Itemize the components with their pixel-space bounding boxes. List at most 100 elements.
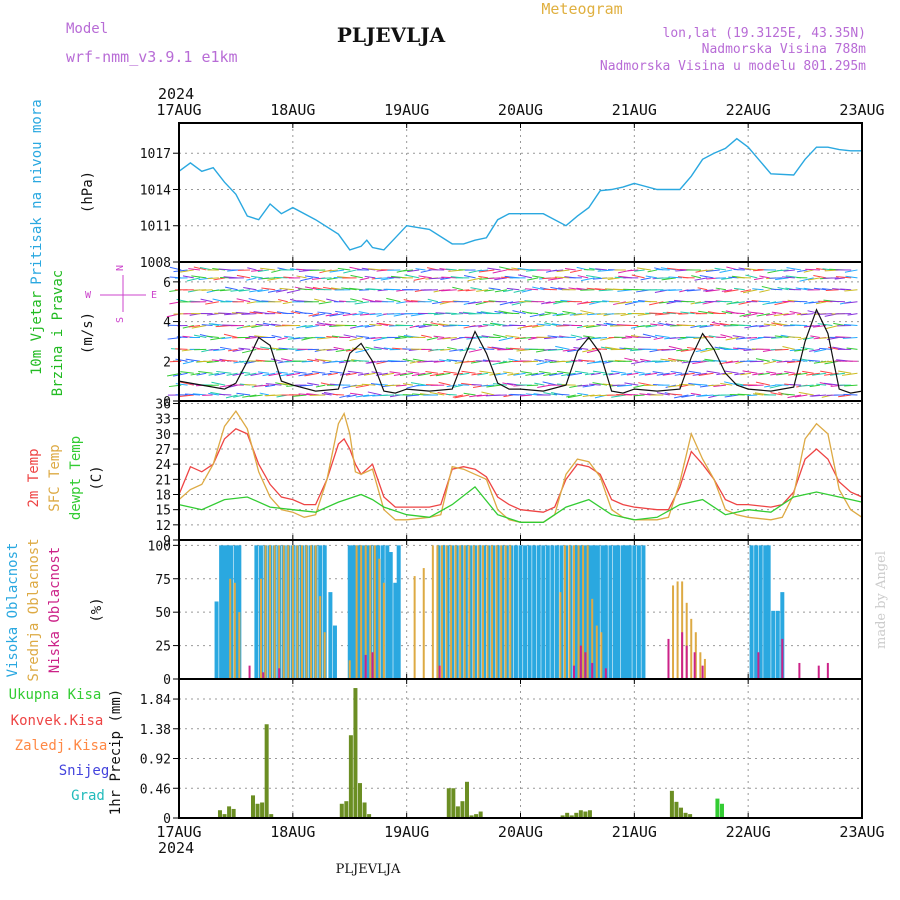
mid-cloud-bar	[229, 578, 232, 679]
high-cloud-bar	[332, 625, 337, 679]
wind-arrow	[562, 348, 576, 352]
wind-arrow	[747, 336, 758, 339]
wind-arrow	[695, 348, 708, 353]
wind-arrow	[667, 384, 683, 388]
wind-arrow	[184, 393, 201, 396]
wind-arrow	[769, 384, 783, 389]
wind-arrow	[491, 346, 507, 350]
high-cloud-bar	[380, 545, 385, 679]
wind-arrow	[730, 312, 745, 315]
wind-ylabel: 10m Vjetar	[29, 291, 45, 375]
wind-arrow	[250, 275, 263, 279]
mid-cloud-bar	[694, 632, 697, 679]
wind-arrow	[235, 311, 251, 315]
low-cloud-bar	[685, 645, 688, 679]
wind-arrow	[607, 277, 620, 281]
wind-arrow	[627, 269, 639, 272]
wind-arrow	[544, 322, 558, 327]
precip-bar	[348, 735, 353, 818]
wind-arrow	[725, 336, 739, 341]
wind-arrow	[355, 348, 370, 353]
high-cloud-bar	[632, 545, 637, 679]
wind-arrow	[806, 372, 820, 376]
wind-arrow	[349, 287, 363, 291]
wind-arrow	[568, 287, 583, 291]
high-cloud-bar	[595, 545, 600, 679]
wind-arrow	[737, 347, 752, 350]
temp-ytick-label: 21	[155, 473, 171, 488]
wind-arrow	[763, 360, 777, 365]
wind-arrow	[457, 289, 470, 292]
wind-arrow	[670, 370, 683, 374]
wind-arrow	[656, 372, 670, 376]
high-cloud-bar	[573, 545, 578, 679]
wind-arrow	[386, 297, 401, 303]
precip-bar	[683, 812, 688, 818]
wind-arrow	[794, 394, 808, 398]
wind-arrow	[825, 325, 839, 330]
wind-arrow	[549, 372, 564, 376]
precip-bar	[679, 807, 684, 818]
mid-cloud-bar	[600, 632, 603, 679]
high-cloud-bar	[388, 552, 393, 679]
wind-arrow	[402, 383, 413, 386]
precip-bar	[478, 811, 483, 818]
wind-arrow	[257, 289, 270, 293]
high-cloud-bar	[763, 545, 768, 679]
wind-arrow	[318, 301, 332, 305]
wind-arrow	[433, 335, 445, 338]
wind-arrow	[688, 370, 702, 374]
precip-bar	[464, 781, 469, 818]
wind-arrow	[438, 323, 451, 327]
high-cloud-bar	[385, 545, 390, 679]
wind-arrow	[246, 301, 257, 304]
precip-bar	[715, 798, 720, 818]
wind-arrow	[208, 323, 219, 327]
wind-arrow	[755, 381, 770, 386]
temp-ytick-label: 12	[155, 519, 171, 534]
wind-arrow	[623, 393, 639, 396]
wind-arrow	[724, 394, 739, 398]
wind-arrow	[270, 347, 282, 350]
wind-arrow	[655, 313, 670, 316]
wind-arrow	[415, 325, 426, 328]
wind-arrow	[846, 347, 858, 350]
wind-arrow	[738, 301, 752, 305]
wind-arrow	[315, 324, 326, 327]
cloud-panel: 0 25 50 75 100	[148, 539, 863, 688]
wind-arrow	[770, 372, 783, 376]
wind-arrow	[555, 345, 570, 350]
wind-arrow	[817, 323, 833, 327]
wind-arrow	[720, 334, 733, 338]
wind-arrow	[276, 348, 288, 351]
temp-ytick-label: 36	[155, 398, 171, 413]
wind-arrow	[502, 289, 514, 293]
temp-ytick-label: 15	[155, 504, 171, 519]
wind-arrow	[265, 383, 282, 386]
wind-arrow	[513, 372, 526, 376]
wind-arrow	[590, 394, 601, 397]
wind-arrow	[680, 372, 695, 376]
wind-arrow	[788, 372, 802, 376]
wind-arrow	[465, 347, 476, 350]
high-cloud-bar	[578, 545, 583, 679]
mid-cloud-bar	[259, 578, 262, 679]
wind-arrow	[326, 277, 338, 281]
wind-arrow	[585, 325, 601, 329]
wind-arrow	[364, 325, 376, 328]
wind-arrow	[226, 372, 238, 376]
cloud-ytick-label: 50	[155, 606, 171, 621]
year-top: 2024	[158, 85, 194, 103]
wind-arrow	[706, 370, 720, 374]
wind-arrow	[520, 394, 532, 397]
wind-arrow	[624, 382, 639, 386]
wind-arrow	[175, 348, 188, 350]
wind-arrow	[639, 393, 651, 396]
wind-arrow	[216, 370, 232, 374]
high-cloud-bar	[775, 610, 780, 679]
wind-arrow	[384, 384, 401, 387]
precip-bar	[269, 814, 274, 818]
wind-arrow	[211, 381, 226, 386]
wind-arrow	[468, 348, 482, 353]
